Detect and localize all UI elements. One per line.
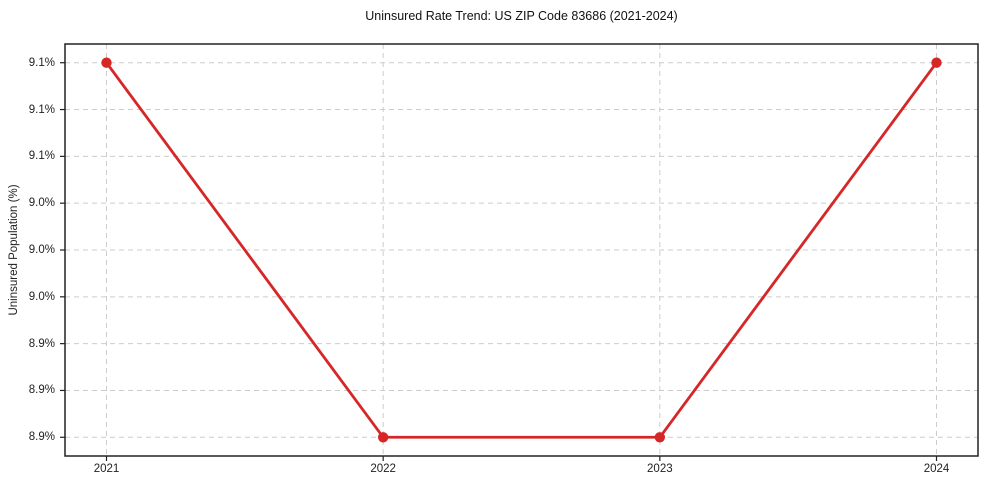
x-tick-label: 2023 xyxy=(647,463,673,475)
y-tick-label: 9.0% xyxy=(28,197,55,210)
x-tick-label: 2021 xyxy=(93,463,120,475)
y-tick-label: 9.0% xyxy=(28,290,55,303)
y-tick-label: 9.0% xyxy=(28,244,55,256)
x-tick-label: 2022 xyxy=(370,463,396,475)
y-tick-label: 8.9% xyxy=(28,384,55,397)
chart-title: Uninsured Rate Trend: US ZIP Code 83686 … xyxy=(365,9,678,23)
y-axis-label: Uninsured Population (%) xyxy=(8,184,20,316)
y-tick-label: 9.1% xyxy=(28,150,55,163)
y-tick-label: 8.9% xyxy=(28,431,55,444)
y-tick-label: 9.1% xyxy=(28,56,55,69)
y-tick-label: 9.1% xyxy=(28,103,55,116)
y-tick-label: 8.9% xyxy=(28,337,55,350)
x-tick-label: 2024 xyxy=(923,463,950,475)
plot-svg xyxy=(60,43,979,461)
